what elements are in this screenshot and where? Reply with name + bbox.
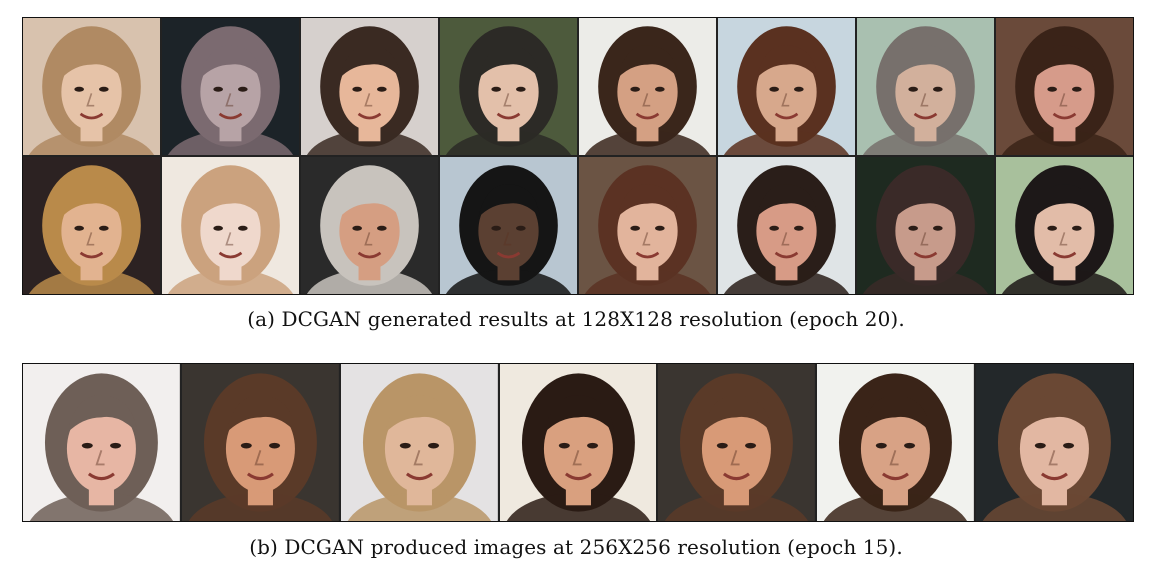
panel-b-image-grid — [22, 363, 1134, 522]
panel-b-face-tile — [23, 364, 180, 521]
panel-a-face-tile — [996, 18, 1133, 155]
panel-a-face-tile — [162, 157, 299, 294]
panel-a-face-tile — [23, 157, 160, 294]
panel-a-face-tile — [718, 157, 855, 294]
panel-b-caption: (b) DCGAN produced images at 256X256 res… — [249, 535, 903, 559]
panel-a-face-tile — [23, 18, 160, 155]
panel-b-face-tile — [340, 364, 498, 521]
panel-a-face-tile — [162, 18, 299, 155]
panel-a-face-tile — [440, 18, 577, 155]
panel-a-face-tile — [857, 18, 994, 155]
panel-a-face-tile — [440, 157, 577, 294]
panel-b-face-tile — [181, 364, 339, 521]
panel-a-caption: (a) DCGAN generated results at 128X128 r… — [247, 307, 905, 331]
panel-b-face-tile — [658, 364, 816, 521]
panel-b-face-tile — [817, 364, 975, 521]
panel-a-face-tile — [579, 157, 716, 294]
panel-b-face-tile — [976, 364, 1133, 521]
panel-a-face-tile — [857, 157, 994, 294]
panel-a-face-tile — [301, 18, 438, 155]
panel-a-face-tile — [579, 18, 716, 155]
panel-a-image-grid — [22, 17, 1134, 295]
panel-b-face-tile — [499, 364, 657, 521]
panel-a-face-tile — [996, 157, 1133, 294]
panel-a-face-tile — [718, 18, 855, 155]
panel-a-face-tile — [301, 157, 438, 294]
